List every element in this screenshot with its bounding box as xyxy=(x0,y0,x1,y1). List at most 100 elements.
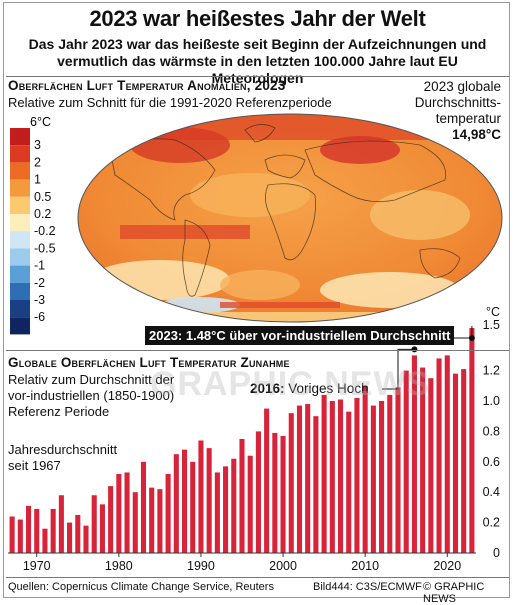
bar-2011 xyxy=(370,405,376,553)
chart-note: Jahresdurchschnitt seit 1967 xyxy=(8,442,117,474)
bar-2019 xyxy=(436,358,442,553)
x-tick-label: 2020 xyxy=(433,559,461,573)
x-tick-label: 1970 xyxy=(23,559,51,573)
callout-2016-text: Voriges Hoch xyxy=(284,381,369,396)
legend-swatch xyxy=(10,231,30,249)
bar-1992 xyxy=(214,472,220,553)
legend-swatch xyxy=(10,317,30,335)
bar-2010 xyxy=(362,385,368,553)
callout-2016-leader xyxy=(382,348,415,390)
y-tick-label: 0.2 xyxy=(483,516,500,530)
bar-1997 xyxy=(255,431,261,553)
graphic-frame xyxy=(3,2,510,598)
chart-heading: Globale Oberflächen Luft Temperatur Zuna… xyxy=(8,355,290,370)
callout-2023: 2023: 1.48°C über vor-industriellem Durc… xyxy=(145,326,455,345)
subtitle-line-2: vermutlich das wärmste in den letzten 10… xyxy=(57,53,458,86)
divider-top xyxy=(6,76,509,77)
bar-1978 xyxy=(99,504,105,553)
legend-label: 1 xyxy=(34,173,41,187)
legend-label: -2 xyxy=(34,276,45,290)
bar-1972 xyxy=(50,508,56,553)
legend-label: 3 xyxy=(34,138,41,152)
bar-2021 xyxy=(452,373,459,553)
chart-sub-line-2: vor-industriellen (1850-1900) xyxy=(8,388,175,403)
bar-1987 xyxy=(173,454,179,553)
bar-1977 xyxy=(91,495,97,553)
bar-2022 xyxy=(461,369,467,553)
map-outline xyxy=(77,113,503,323)
bar-1986 xyxy=(165,473,171,553)
legend-swatch xyxy=(10,300,30,318)
watermark: GRAPHIC NEWS xyxy=(150,365,431,403)
legend-swatch xyxy=(10,179,30,197)
legend-label: -0.5 xyxy=(34,241,56,255)
y-axis-unit: °C xyxy=(486,305,500,319)
legend-swatch xyxy=(10,128,30,146)
legend-label: 0.2 xyxy=(34,207,51,221)
legend-label: -0.2 xyxy=(34,224,56,238)
bar-1970 xyxy=(34,508,40,553)
y-tick-label: 0 xyxy=(493,546,500,560)
bar-1984 xyxy=(149,487,155,553)
bar-2017 xyxy=(420,367,426,553)
page-subtitle: Das Jahr 2023 war das heißeste seit Begi… xyxy=(10,36,505,87)
footer-image-credit: Bild444: C3S/ECMWF xyxy=(313,581,422,593)
callout-2023-dot xyxy=(468,335,475,341)
bar-1980 xyxy=(116,473,122,553)
legend-swatch xyxy=(10,248,30,266)
bar-1983 xyxy=(140,461,147,553)
bar-1979 xyxy=(108,486,114,553)
legend-label: -1 xyxy=(34,259,45,273)
avg-line-3: temperatur xyxy=(435,111,501,126)
bar-1981 xyxy=(124,472,130,553)
bar-1973 xyxy=(58,495,64,553)
bar-chart: 0 0.2 0.4 0.6 0.8 1.0 1.2 1.5°C 1970 1980 1990 2000… xyxy=(8,305,500,573)
bar-1998 xyxy=(264,408,270,553)
map-subheading: Relative zum Schnitt für die 1991-2020 R… xyxy=(8,95,332,110)
bar-1996 xyxy=(247,455,253,553)
bar-1969 xyxy=(25,505,32,553)
map-heading: Oberflächen Luft Temperatur Anomalien, 2… xyxy=(8,78,286,93)
global-average-box: 2023 globale Durchschnitts- temperatur 1… xyxy=(415,79,501,143)
avg-value: 14,98°C xyxy=(452,127,501,142)
legend-swatch xyxy=(10,265,30,283)
legend-swatch xyxy=(10,196,30,214)
legend-label: 0.5 xyxy=(34,190,51,204)
bar-2007 xyxy=(337,399,344,553)
chart-note-line-1: Jahresdurchschnitt xyxy=(8,442,118,457)
bar-1988 xyxy=(181,449,188,553)
legend-swatch xyxy=(10,162,30,180)
avg-line-2: Durchschnitts- xyxy=(414,95,501,110)
legend-label: -3 xyxy=(34,293,45,307)
map-legend: 6°C 3 2 1 0.5 0.2 -0.2 -0.5 -1 -2 -3 -6 xyxy=(10,115,56,335)
world-map xyxy=(78,114,502,322)
chart-note-line-2: seit 1967 xyxy=(8,458,61,473)
bar-2014 xyxy=(395,387,401,553)
bar-1967 xyxy=(9,516,15,553)
footer-copyright: © GRAPHIC NEWS xyxy=(423,581,485,605)
y-tick-label: 1.5 xyxy=(483,318,500,332)
divider-chart xyxy=(6,350,509,351)
bar-1982 xyxy=(132,492,138,553)
chart-subheading: Relativ zum Durchschnitt der vor-industr… xyxy=(8,372,174,420)
x-tick-label: 1990 xyxy=(187,559,215,573)
bar-2003 xyxy=(305,404,311,553)
bar-2013 xyxy=(387,394,393,553)
bar-2015 xyxy=(403,370,409,553)
bar-2016 xyxy=(411,355,417,553)
bar-2020 xyxy=(444,355,450,553)
bar-1976 xyxy=(83,525,89,553)
bar-1995 xyxy=(239,439,245,553)
x-tick-label: 2000 xyxy=(269,559,297,573)
callout-2016-year: 2016: xyxy=(250,381,285,396)
legend-swatch xyxy=(10,282,30,300)
bar-2012 xyxy=(379,401,385,553)
bar-2002 xyxy=(296,405,303,553)
bar-2005 xyxy=(321,394,327,553)
bar-2001 xyxy=(288,413,294,553)
page-title: 2023 war heißestes Jahr der Welt xyxy=(89,6,426,31)
bar-2009 xyxy=(354,397,360,553)
bar-1974 xyxy=(67,522,73,553)
callout-2016: 2016: Voriges Hoch xyxy=(250,381,369,396)
